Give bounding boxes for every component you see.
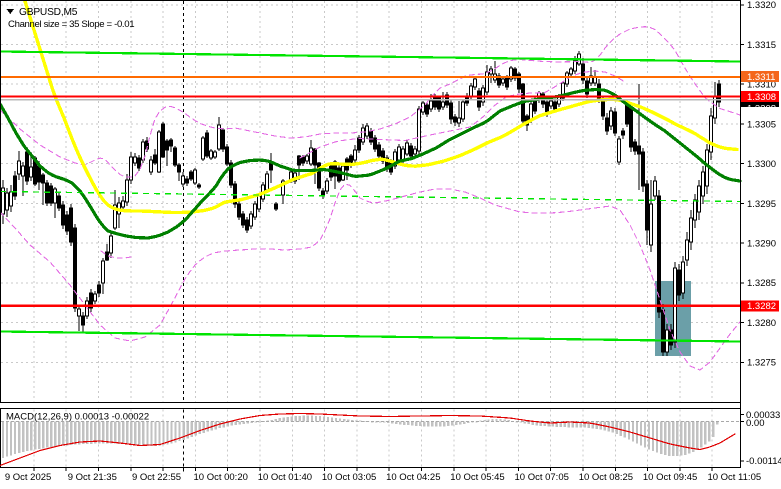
svg-text:1.3295: 1.3295 [747,199,776,210]
svg-text:1.3290: 1.3290 [747,239,776,250]
svg-text:10 Oct 09:45: 10 Oct 09:45 [643,472,697,483]
svg-text:GBPUSD,M5: GBPUSD,M5 [19,7,78,18]
svg-text:10 Oct 07:05: 10 Oct 07:05 [514,472,568,483]
svg-text:10 Oct 04:25: 10 Oct 04:25 [386,472,440,483]
svg-text:1.3311: 1.3311 [747,72,775,83]
svg-text:Channel size = 35 Slope = -0.0: Channel size = 35 Slope = -0.01 [8,19,134,30]
svg-text:1.3315: 1.3315 [747,40,776,51]
svg-text:-0.00114: -0.00114 [746,456,781,467]
svg-text:9 Oct 2025: 9 Oct 2025 [5,472,51,483]
svg-text:1.3320: 1.3320 [747,0,776,11]
svg-text:9 Oct 21:35: 9 Oct 21:35 [68,472,117,483]
svg-text:MACD(12,26,9) 0.00013 -0.00022: MACD(12,26,9) 0.00013 -0.00022 [6,412,149,423]
svg-text:1.3310: 1.3310 [747,80,776,91]
svg-text:9 Oct 22:55: 9 Oct 22:55 [132,472,181,483]
svg-text:1.3285: 1.3285 [747,278,776,289]
svg-text:10 Oct 11:05: 10 Oct 11:05 [707,472,761,483]
svg-text:1.3282: 1.3282 [747,301,776,312]
svg-text:1.3305: 1.3305 [747,119,776,130]
svg-text:10 Oct 03:05: 10 Oct 03:05 [322,472,376,483]
svg-text:1.3308: 1.3308 [747,104,776,115]
svg-text:1.3275: 1.3275 [747,358,776,369]
svg-text:1.3300: 1.3300 [747,159,776,170]
svg-text:0.00: 0.00 [746,418,765,429]
svg-text:10 Oct 01:40: 10 Oct 01:40 [258,472,312,483]
svg-text:10 Oct 00:20: 10 Oct 00:20 [193,472,247,483]
svg-text:1.3280: 1.3280 [747,318,776,329]
svg-text:10 Oct 05:45: 10 Oct 05:45 [450,472,504,483]
svg-text:0.00033: 0.00033 [746,410,780,421]
svg-text:1.3308: 1.3308 [747,92,776,103]
svg-text:10 Oct 08:25: 10 Oct 08:25 [579,472,633,483]
